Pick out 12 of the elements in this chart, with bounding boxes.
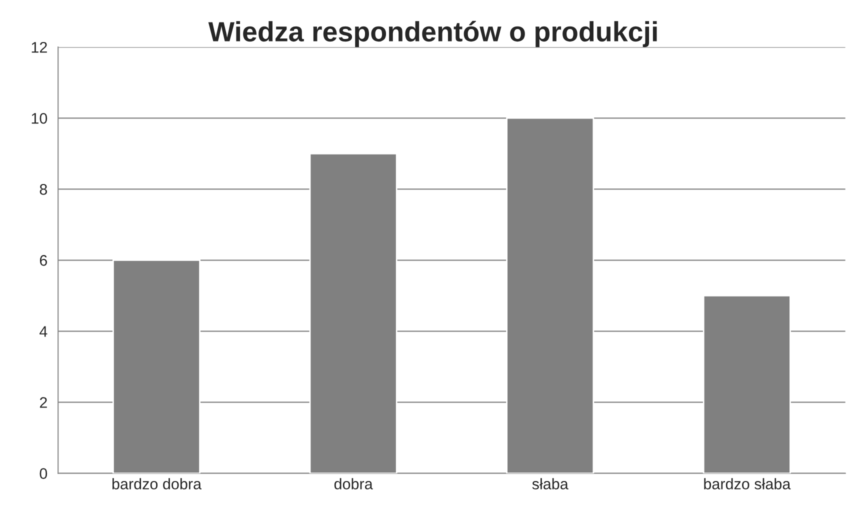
- y-tick-label: 12: [32, 42, 47, 53]
- y-tick-label: 0: [40, 468, 48, 479]
- chart-title: Wiedza respondentów o produkcji: [208, 20, 657, 48]
- y-tick-label: 8: [40, 184, 48, 195]
- y-tick-label: 10: [32, 112, 48, 124]
- y-tick-label: 4: [40, 326, 48, 337]
- x-tick-label: słaba: [532, 478, 568, 490]
- x-tick-label: bardzo słaba: [704, 478, 791, 490]
- y-tick-label: 6: [40, 255, 47, 266]
- y-tick-label: 2: [40, 397, 47, 408]
- x-tick-label: bardzo dobra: [112, 478, 202, 490]
- x-tick-label: dobra: [334, 478, 373, 490]
